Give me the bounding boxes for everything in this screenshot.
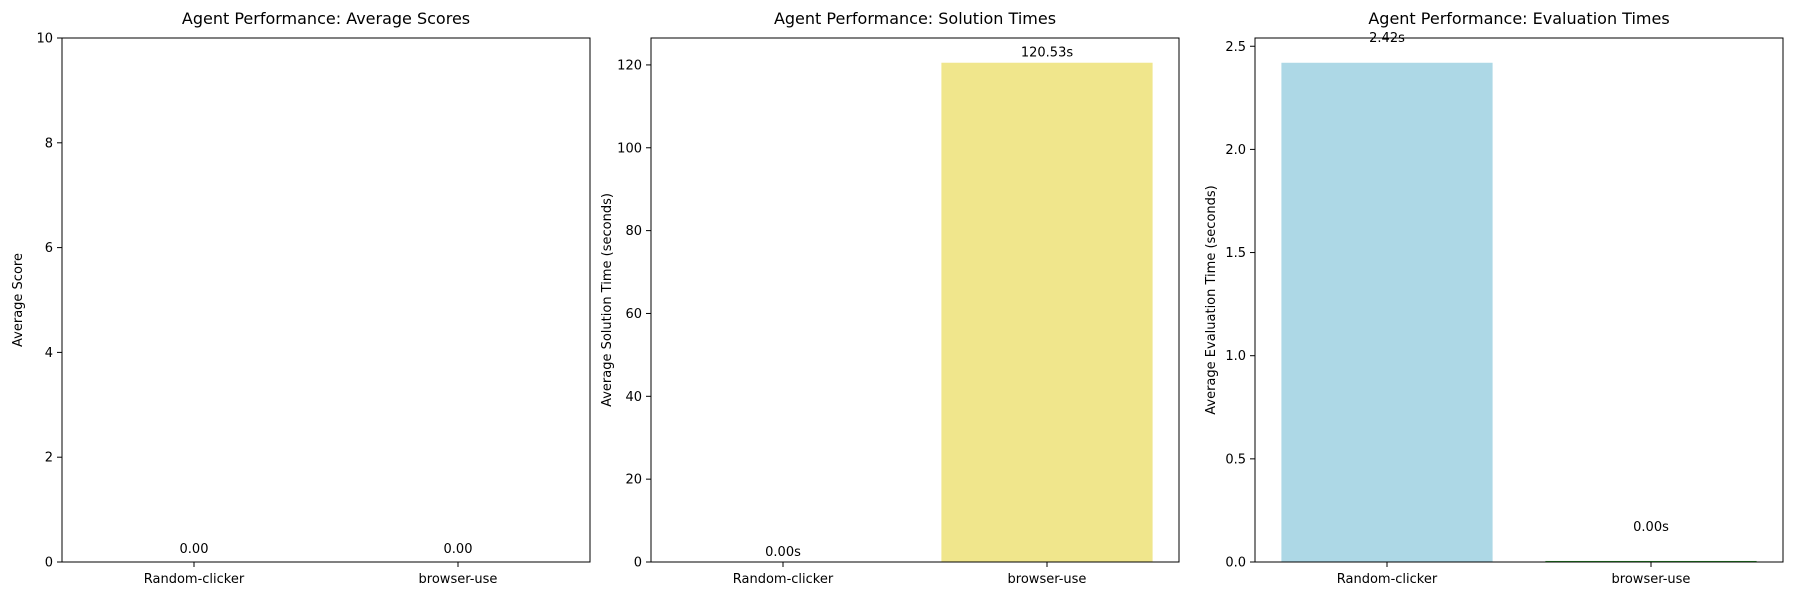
x-tick-label: Random-clicker [144, 572, 245, 587]
y-axis-label: Average Score [11, 253, 26, 347]
chart-panel-2: Agent Performance: Solution Times Average… [600, 9, 1180, 587]
data-label: 120.53s [1021, 46, 1073, 61]
plot-frame [61, 37, 591, 563]
chart-title: Agent Performance: Solution Times [774, 9, 1056, 28]
chart-title: Agent Performance: Average Scores [182, 9, 470, 28]
y-tick-label: 1.0 [1225, 349, 1246, 364]
data-label: 0.00s [1633, 520, 1669, 535]
y-tick-label: 20 [625, 473, 642, 488]
y-tick-label: 0 [45, 556, 53, 571]
y-tick-label: 0 [634, 556, 642, 571]
bar-browser-use [941, 62, 1153, 562]
bar-browser-use [1545, 560, 1757, 562]
y-tick-label: 0.0 [1225, 556, 1246, 571]
x-tick-label: browser-use [1612, 572, 1691, 587]
y-tick-label: 120 [617, 58, 642, 73]
plot-frame [1254, 37, 1784, 563]
chart-panel-3: Agent Performance: Evaluation Times Avera… [1204, 9, 1784, 587]
data-label: 0.00 [444, 542, 473, 557]
y-tick-label: 2.5 [1225, 40, 1246, 55]
data-label: 0.00s [765, 545, 801, 560]
y-tick-label: 2.0 [1225, 143, 1246, 158]
bar-random-clicker [1281, 62, 1493, 562]
y-axis-label: Average Solution Time (seconds) [600, 193, 615, 407]
y-tick-label: 6 [45, 241, 53, 256]
x-tick-label: browser-use [419, 572, 498, 587]
chart-title: Agent Performance: Evaluation Times [1368, 9, 1669, 28]
y-tick-label: 10 [36, 32, 53, 47]
y-axis-label: Average Evaluation Time (seconds) [1204, 185, 1219, 414]
y-tick-label: 0.5 [1225, 452, 1246, 467]
y-tick-label: 60 [625, 307, 642, 322]
y-tick-label: 40 [625, 390, 642, 405]
y-tick-label: 80 [625, 224, 642, 239]
data-label: 0.00 [180, 542, 209, 557]
y-tick-label: 2 [45, 451, 53, 466]
plot-frame [650, 37, 1180, 563]
chart-panel-1: Agent Performance: Average Scores Average… [11, 9, 591, 587]
x-tick-label: browser-use [1008, 572, 1087, 587]
y-tick-label: 8 [45, 136, 53, 151]
y-tick-label: 1.5 [1225, 246, 1246, 261]
x-tick-label: Random-clicker [733, 572, 834, 587]
x-tick-label: Random-clicker [1337, 572, 1438, 587]
y-tick-label: 4 [45, 346, 53, 361]
y-tick-label: 100 [617, 141, 642, 156]
